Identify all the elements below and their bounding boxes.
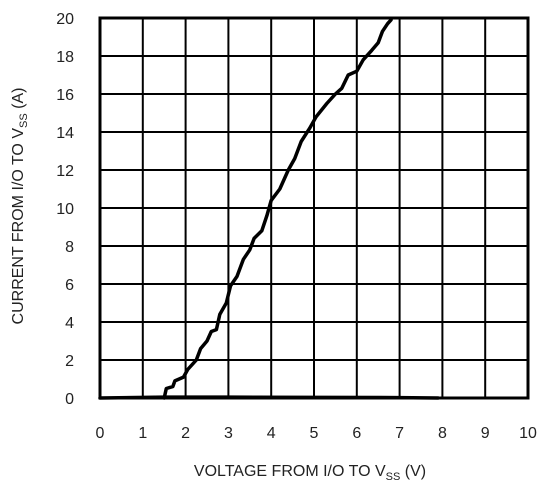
y-tick-label: 14 <box>56 125 74 142</box>
y-axis-label: CURRENT FROM I/O TO VSS (A) <box>10 88 30 325</box>
y-tick-label: 12 <box>56 163 74 180</box>
y-tick-label: 20 <box>56 11 74 28</box>
y-tick-labels: 0 2 4 6 8 10 12 14 16 18 20 <box>56 11 74 408</box>
x-axis-label-sub: SS <box>386 471 401 483</box>
x-tick-labels: 0 1 2 3 4 5 6 7 8 9 10 <box>96 425 537 442</box>
x-tick-label: 1 <box>138 425 147 442</box>
y-tick-label: 6 <box>65 277 74 294</box>
x-tick-label: 3 <box>224 425 233 442</box>
x-tick-label: 10 <box>519 425 537 442</box>
x-axis-label-unit: (V) <box>400 463 426 480</box>
x-tick-label: 2 <box>181 425 190 442</box>
x-tick-label: 9 <box>481 425 490 442</box>
y-axis-label-main: CURRENT FROM I/O TO V <box>10 128 27 325</box>
y-tick-label: 16 <box>56 87 74 104</box>
y-tick-label: 8 <box>65 239 74 256</box>
x-tick-label: 4 <box>267 425 276 442</box>
x-tick-label: 7 <box>395 425 404 442</box>
y-axis-label-unit: (A) <box>10 88 27 114</box>
y-axis-label-sub: SS <box>18 113 30 128</box>
x-tick-label: 6 <box>352 425 361 442</box>
series-line <box>162 18 393 400</box>
plot-frame <box>98 16 530 400</box>
y-tick-label: 0 <box>65 391 74 408</box>
x-axis-label: VOLTAGE FROM I/O TO VSS (V) <box>194 463 426 483</box>
y-tick-label: 4 <box>65 315 74 332</box>
x-tick-label: 5 <box>310 425 319 442</box>
y-tick-label: 10 <box>56 201 74 218</box>
y-tick-label: 2 <box>65 353 74 370</box>
grid <box>99 17 529 399</box>
x-tick-label: 8 <box>438 425 447 442</box>
x-tick-label: 0 <box>96 425 105 442</box>
x-axis-label-main: VOLTAGE FROM I/O TO V <box>194 463 386 480</box>
y-tick-label: 18 <box>56 49 74 66</box>
